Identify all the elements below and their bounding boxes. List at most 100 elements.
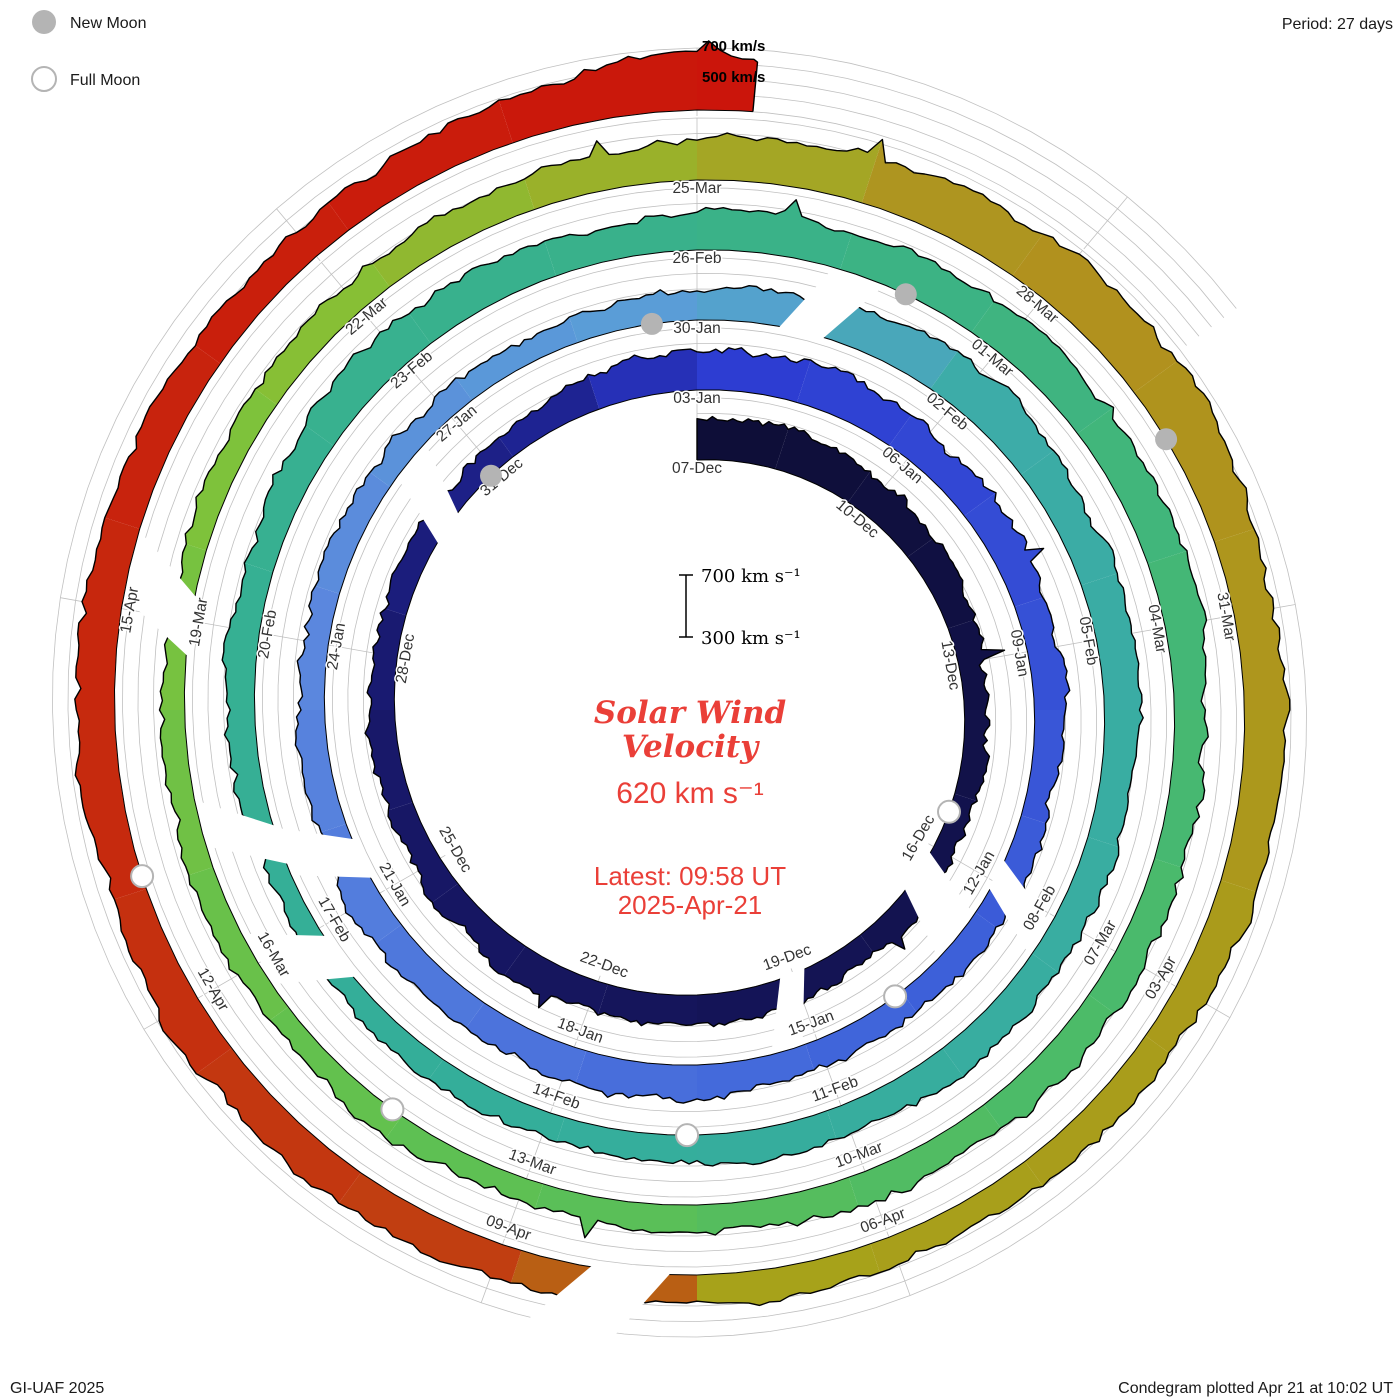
velocity-band-segment [315,472,390,594]
new-moon-marker [480,464,502,487]
date-label: 30-Jan [673,320,720,337]
velocity-band-segment [409,241,556,344]
date-label: 26-Feb [672,250,721,267]
new-moon-marker [1155,428,1178,451]
velocity-band-segment [432,883,526,976]
velocity-band-segment [697,1044,814,1101]
velocity-band-segment [188,867,288,1021]
latest-date-label: 2025-Apr-21 [618,890,763,920]
new-moon-label: New Moon [70,15,146,32]
velocity-band-segment [983,994,1114,1128]
velocity-band-segment [697,199,852,270]
velocity-band-segment [597,984,697,1026]
velocity-band-segment [1021,450,1118,586]
scale-top-label: 700 km s⁻¹ [701,566,801,587]
velocity-band-segment [534,1184,697,1238]
velocity-band-segment [504,946,608,1016]
velocity-band-segment [327,966,444,1079]
velocity-outline [74,40,1291,1307]
plotted-time-label: Condegram plotted Apr 21 at 10:02 UT [1118,1380,1393,1397]
velocity-band-segment [840,233,994,333]
new-moon-icon [32,10,56,34]
full-moon-marker [675,1123,700,1148]
moon-legend: New Moon Full Moon [31,10,146,92]
date-label: 07-Dec [672,460,722,477]
velocity-band-segment [370,377,472,487]
velocity-band-segment [1081,573,1142,710]
velocity-band-segment [1221,710,1290,892]
date-label: 25-Mar [672,180,721,197]
latest-velocity-value: 620 km s⁻¹ [616,777,764,810]
velocity-band-segment [697,347,811,403]
chart-title-line2: Velocity [622,729,760,765]
data-gap [778,269,884,339]
velocity-band-segment [498,374,600,457]
data-gap [988,859,1050,955]
velocity-band-segment [1012,234,1177,393]
velocity-band-segment [388,802,458,903]
velocity-band-segment [255,263,390,405]
date-label: 18-Jan [555,1015,605,1047]
velocity-band-segment [556,1117,697,1164]
velocity-band-segment [385,514,447,616]
velocity-band-segment [428,1059,565,1142]
velocity-band-segment [455,317,578,401]
velocity-band-segment [971,301,1114,434]
full-moon-icon [31,66,57,92]
data-gaps [125,269,1050,1339]
velocity-band-segment [1145,880,1257,1053]
velocity-band-segment [901,912,996,1013]
scale-bottom-label: 300 km s⁻¹ [701,628,801,649]
data-gap [243,933,356,985]
full-moon-marker [937,799,961,824]
velocity-band-segment [195,202,349,364]
velocity-band-segment [385,1116,543,1209]
data-gap [196,800,289,864]
velocity-band-segment [827,1048,964,1139]
velocity-band-segment [964,492,1044,607]
velocity-band-segment [697,40,758,112]
velocity-band-segment [224,710,280,853]
velocity-band-segment [544,212,697,276]
velocity-band-segment [948,620,1005,710]
velocity-band-segment [697,1244,880,1306]
data-gap [524,1265,671,1339]
velocity-band-segment [697,1177,859,1235]
velocity-band-segment [889,415,996,516]
velocity-band-segment [848,1104,1001,1207]
full-moon-marker [380,1097,405,1122]
velocity-band-segment [367,608,406,710]
velocity-band-segment [1077,407,1187,564]
full-moon-marker [130,864,155,889]
velocity-band-segment [775,427,871,503]
data-gap [125,532,197,657]
velocity-band-segment [114,888,232,1074]
velocity-band-segment [1021,710,1066,824]
velocity-band-segment [244,425,334,573]
date-tick [1083,196,1128,250]
velocity-band-segment [1014,597,1070,710]
velocity-band-segment [861,139,1043,276]
velocity-band-segment [797,360,912,446]
velocity-band-segment [498,51,697,143]
tip-500-label: 500 km/s [702,69,765,86]
full-moon-marker [883,984,908,1009]
velocity-band-segment [818,300,958,389]
velocity-band-segment [159,710,213,876]
velocity-band-segment [588,349,697,409]
velocity-band-segment [222,562,273,710]
velocity-band-segment [365,710,413,811]
velocity-band-segment [784,934,873,1007]
velocity-band-segment [870,1161,1043,1273]
moon-markers [130,283,1178,1148]
tip-700-label: 700 km/s [702,38,765,55]
velocity-band-segment [376,924,485,1028]
velocity-band-segment [1154,710,1209,868]
velocity-band-segment [1025,1035,1169,1187]
velocity-band-segment [328,100,513,231]
chart-title-line1: Solar Wind [594,695,786,731]
velocity-band-segment [930,351,1054,475]
velocity-band-segment [338,1172,522,1284]
velocity-band-segment [269,1007,402,1139]
